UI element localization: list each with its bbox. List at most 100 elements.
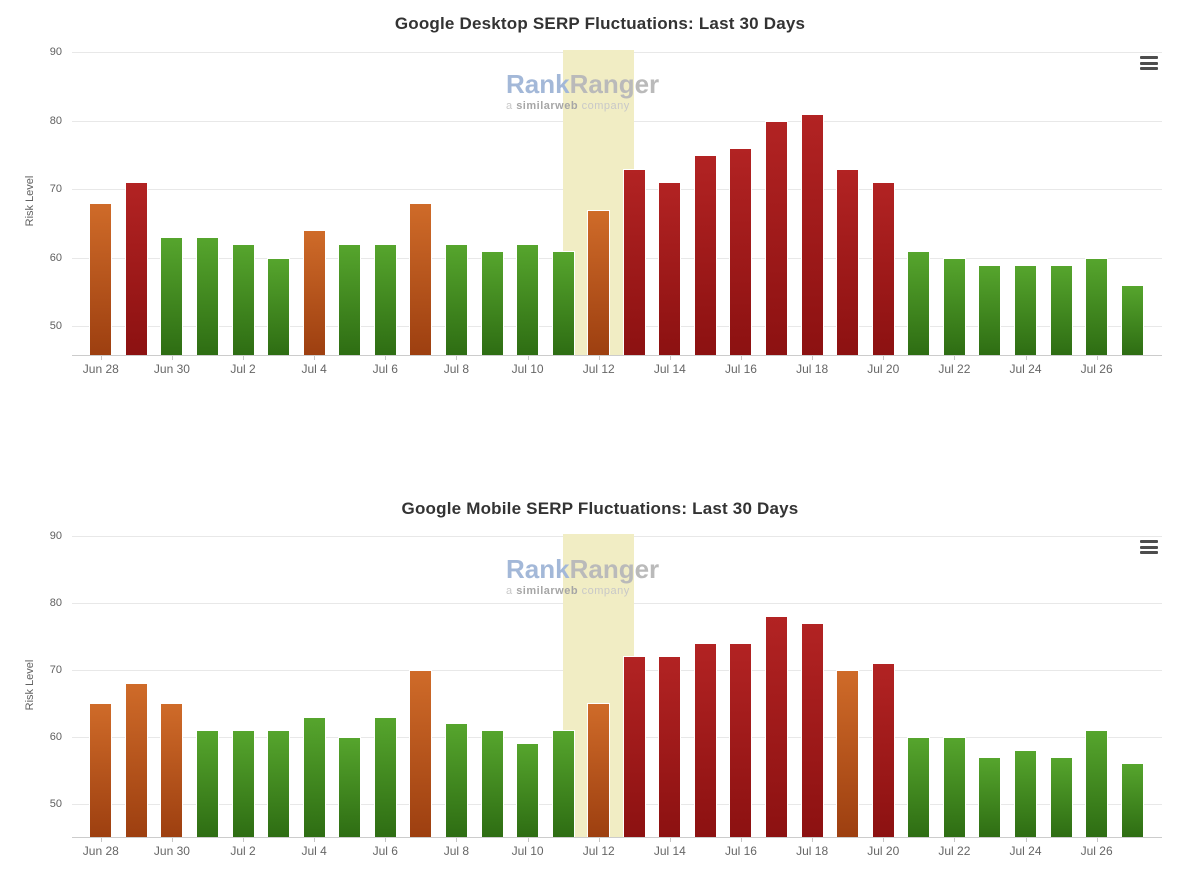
- x-tick-label: Jul 6: [372, 844, 398, 858]
- chart-title: Google Desktop SERP Fluctuations: Last 3…: [394, 14, 806, 33]
- x-tick-label: Jun 30: [153, 844, 190, 858]
- bar-jul-14[interactable]: [658, 182, 682, 355]
- bar-jul-13[interactable]: [622, 168, 646, 355]
- bar-jul-13[interactable]: [622, 656, 646, 837]
- x-tick: [1025, 356, 1027, 360]
- bar-jun-30[interactable]: [160, 703, 184, 837]
- x-tick: [1025, 838, 1027, 842]
- bar-jul-12[interactable]: [587, 209, 611, 355]
- x-tick: [243, 838, 245, 842]
- bar-jul-15[interactable]: [693, 643, 717, 837]
- x-tick-label: Jul 20: [867, 844, 900, 858]
- y-tick-label: 80: [49, 596, 62, 609]
- bar-jul-17[interactable]: [765, 120, 789, 355]
- bar-jul-23[interactable]: [978, 264, 1002, 355]
- bar-jul-5[interactable]: [338, 243, 362, 355]
- bar-jul-21[interactable]: [907, 736, 931, 837]
- bar-jun-30[interactable]: [160, 237, 184, 355]
- x-tick: [740, 838, 742, 842]
- bar-jul-18[interactable]: [800, 622, 824, 837]
- bar-jun-28[interactable]: [89, 703, 113, 837]
- y-tick-label: 50: [49, 797, 62, 810]
- bar-jul-1[interactable]: [195, 237, 219, 355]
- plot-area: 50 60 70 80 90 Jun 28 Jun 30 Jul 2 Jul 4 Jul 6 Jul…: [0, 483, 1200, 887]
- bar-jul-19[interactable]: [836, 168, 860, 355]
- bar-jul-24[interactable]: [1014, 264, 1038, 355]
- bar-jul-27[interactable]: [1120, 763, 1144, 837]
- bar-jul-20[interactable]: [871, 663, 895, 837]
- bar-jul-10[interactable]: [516, 243, 540, 355]
- x-tick-label: Jul 10: [511, 844, 544, 858]
- bar-jul-4[interactable]: [302, 716, 326, 837]
- x-tick: [314, 838, 316, 842]
- bar-jul-26[interactable]: [1085, 729, 1109, 837]
- bar-jul-23[interactable]: [978, 756, 1002, 837]
- x-tick-label: Jul 22: [938, 362, 971, 376]
- bar-jul-4[interactable]: [302, 230, 326, 355]
- bar-jul-9[interactable]: [480, 250, 504, 355]
- bar-jul-7[interactable]: [409, 202, 433, 355]
- x-tick: [954, 356, 956, 360]
- bar-jul-22[interactable]: [942, 736, 966, 837]
- bar-jul-6[interactable]: [373, 243, 397, 355]
- bar-jul-14[interactable]: [658, 656, 682, 837]
- bar-jul-21[interactable]: [907, 250, 931, 355]
- bar-jul-17[interactable]: [765, 616, 789, 837]
- bar-jul-2[interactable]: [231, 243, 255, 355]
- bar-jul-5[interactable]: [338, 736, 362, 837]
- x-axis-line: [72, 837, 1162, 838]
- bar-jul-24[interactable]: [1014, 750, 1038, 837]
- bar-jul-11[interactable]: [551, 250, 575, 355]
- x-tick: [1096, 356, 1098, 360]
- x-tick-label: Jul 26: [1080, 362, 1113, 376]
- bar-jul-8[interactable]: [444, 243, 468, 355]
- y-tick-label: 70: [49, 663, 62, 676]
- plot-area: 50 60 70 80 90 Jun 28 Jun 30 Jul 2 Jul 4 Jul 6 Jul…: [50, 46, 1162, 376]
- bar-jul-1[interactable]: [195, 729, 219, 837]
- bar-jul-7[interactable]: [409, 669, 433, 837]
- bar-jul-11[interactable]: [551, 729, 575, 837]
- bar-jul-25[interactable]: [1049, 756, 1073, 837]
- hamburger-menu-icon[interactable]: [1140, 540, 1158, 554]
- x-tick: [100, 838, 102, 842]
- x-tick: [527, 838, 529, 842]
- x-tick-label: Jul 14: [653, 844, 686, 858]
- x-tick-label: Jul 12: [582, 844, 615, 858]
- bar-jul-16[interactable]: [729, 147, 753, 355]
- bar-jul-15[interactable]: [693, 154, 717, 355]
- bar-jun-29[interactable]: [124, 683, 148, 837]
- bar-jul-26[interactable]: [1085, 257, 1109, 355]
- bar-jul-8[interactable]: [444, 723, 468, 837]
- bar-jul-27[interactable]: [1120, 285, 1144, 355]
- bar-jul-16[interactable]: [729, 643, 753, 837]
- x-tick-label: Jul 2: [230, 362, 256, 376]
- bar-jul-10[interactable]: [516, 743, 540, 837]
- x-tick: [171, 838, 173, 842]
- x-tick: [456, 838, 458, 842]
- x-tick: [527, 356, 529, 360]
- hamburger-menu-icon[interactable]: [1140, 56, 1158, 70]
- bar-jul-12[interactable]: [587, 703, 611, 837]
- bar-jun-29[interactable]: [124, 182, 148, 355]
- bar-jul-19[interactable]: [836, 669, 860, 837]
- x-tick: [1096, 838, 1098, 842]
- x-tick: [171, 356, 173, 360]
- x-tick-label: Jul 18: [796, 844, 829, 858]
- bar-jul-6[interactable]: [373, 716, 397, 837]
- bar-jul-9[interactable]: [480, 729, 504, 837]
- bar-jul-20[interactable]: [871, 182, 895, 355]
- bar-jul-2[interactable]: [231, 729, 255, 837]
- x-tick: [954, 838, 956, 842]
- bar-jun-28[interactable]: [89, 202, 113, 355]
- x-tick: [456, 356, 458, 360]
- bar-jul-22[interactable]: [942, 257, 966, 355]
- y-tick-label: 90: [49, 530, 62, 542]
- bar-jul-3[interactable]: [267, 257, 291, 355]
- bar-jul-3[interactable]: [267, 729, 291, 837]
- bar-jul-25[interactable]: [1049, 264, 1073, 355]
- x-tick-label: Jul 18: [796, 362, 829, 376]
- x-tick: [243, 356, 245, 360]
- mobile-serp-chart: Google Mobile SERP Fluctuations: Last 30…: [0, 483, 1200, 887]
- x-tick: [883, 356, 885, 360]
- bar-jul-18[interactable]: [800, 113, 824, 355]
